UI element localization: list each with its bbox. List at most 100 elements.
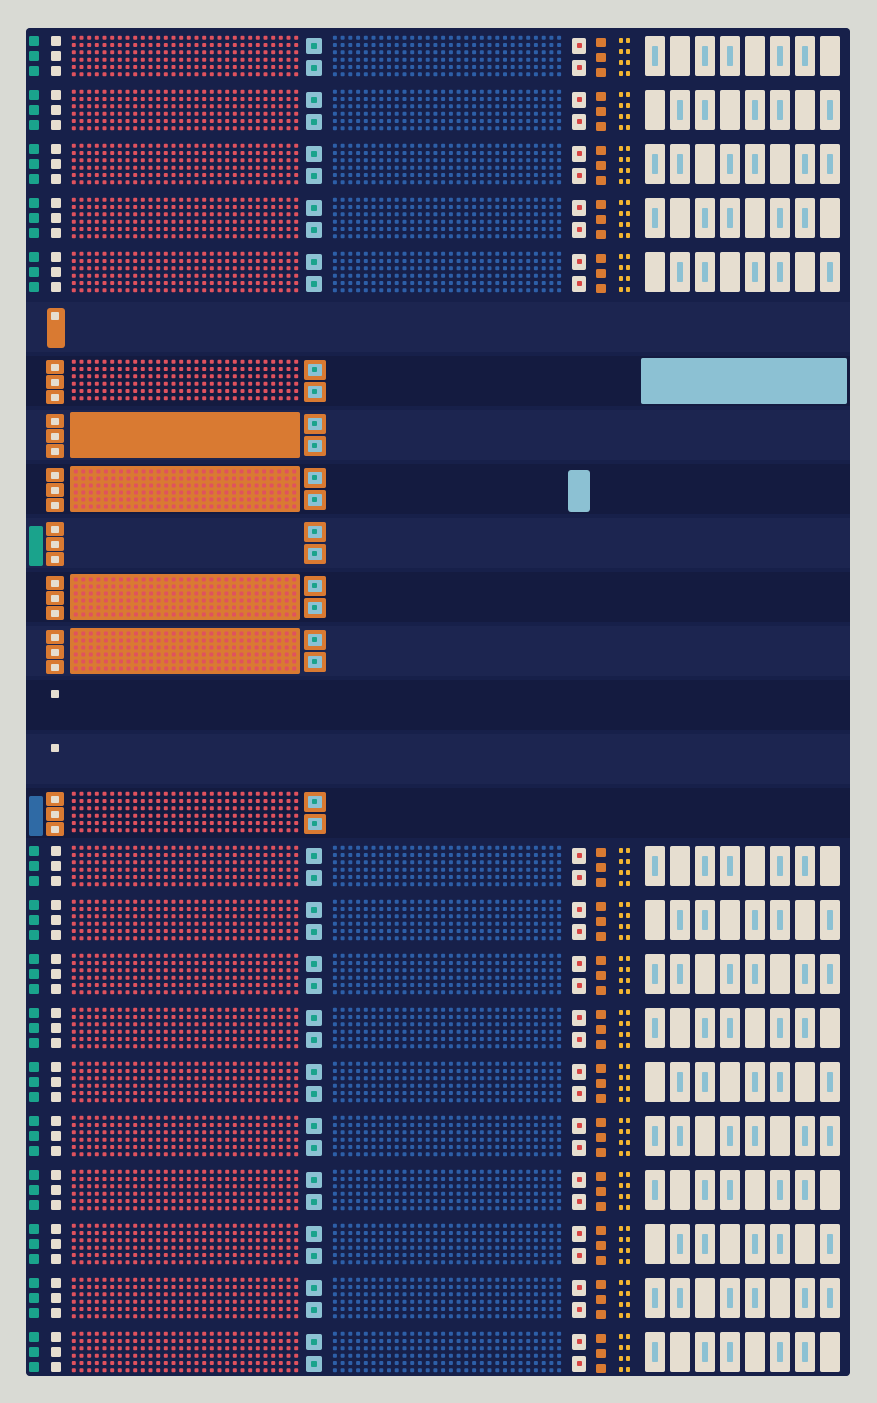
coral-dot-field [71, 899, 299, 941]
weave-dot [518, 273, 523, 278]
weave-dot [224, 659, 229, 664]
weave-dot [209, 799, 214, 803]
weave-dot [202, 205, 207, 209]
weave-dot [510, 227, 515, 231]
weave-dot [541, 990, 546, 995]
weave-dot [541, 259, 546, 263]
weave-dot [292, 591, 297, 596]
weave-dot [179, 612, 184, 617]
weave-dot [503, 234, 507, 239]
weave-dot [557, 1061, 562, 1066]
weave-dot [171, 799, 176, 803]
blue-dot-field [332, 251, 562, 293]
weave-dot [102, 1029, 107, 1034]
weave-dot [479, 953, 484, 958]
weave-dot [225, 43, 230, 47]
weave-dot [549, 89, 554, 94]
weave-dot [71, 227, 76, 231]
weave-dot [387, 281, 391, 285]
weave-dot [71, 921, 76, 926]
weave-dot [110, 968, 115, 973]
weave-dot [292, 666, 297, 671]
weave-dot [163, 158, 168, 163]
weave-dot [140, 1037, 145, 1041]
weave-dot [495, 975, 500, 980]
weave-dot [271, 158, 276, 163]
weave-dot [263, 983, 268, 987]
weave-dot [87, 828, 92, 833]
weave-dot [87, 1061, 92, 1066]
weave-dot [94, 1069, 99, 1073]
coral-dot-field [73, 469, 297, 509]
weave-dot [456, 1022, 461, 1027]
weave-dot [541, 104, 546, 109]
yellow-dot [619, 881, 623, 886]
weave-dot [110, 359, 115, 364]
yellow-dot [626, 38, 630, 43]
weave-dot [111, 584, 116, 589]
teal-tab [29, 526, 43, 566]
weave-dot [356, 1037, 361, 1041]
weave-dot [102, 990, 107, 995]
weave-dot [248, 907, 253, 911]
weave-dot [348, 111, 353, 116]
weave-dot [110, 281, 115, 285]
weave-dot [239, 504, 244, 509]
weave-dot [433, 35, 438, 40]
weave-dot [332, 867, 337, 872]
weave-dot [156, 251, 161, 256]
weave-dot [73, 605, 78, 610]
weave-dot [71, 173, 76, 177]
weave-dot [125, 288, 130, 293]
weave-dot [140, 907, 145, 911]
weave-dot [140, 806, 145, 811]
weave-dot [332, 1022, 337, 1027]
weave-dot [171, 1069, 176, 1073]
weave-dot [240, 35, 245, 40]
weave-dot [79, 173, 84, 177]
weave-dot [263, 97, 268, 101]
weave-dot [156, 577, 161, 582]
weave-dot [248, 281, 253, 285]
weave-dot [495, 953, 500, 958]
weave-dot [433, 1029, 438, 1034]
weave-dot [202, 180, 207, 185]
weave-dot [248, 983, 253, 987]
weave-dot [232, 476, 236, 481]
weave-dot [495, 97, 500, 101]
weave-dot [148, 212, 153, 217]
weave-dot [126, 591, 131, 596]
weave-dot [94, 791, 99, 796]
weave-dot [263, 914, 268, 919]
weave-dot [278, 119, 283, 123]
weave-dot [110, 251, 115, 256]
weave-dot [209, 584, 214, 589]
weave-dot [87, 791, 92, 796]
weave-dot [356, 990, 361, 995]
weave-dot [140, 828, 145, 833]
weave-dot [472, 104, 477, 109]
weave-dot [348, 1044, 353, 1049]
weave-dot [133, 1061, 138, 1066]
weave-dot [194, 882, 199, 887]
weave-dot [225, 197, 230, 202]
weave-dot [557, 234, 562, 239]
weave-dot [448, 288, 453, 293]
weave-dot [286, 1069, 291, 1073]
weave-dot [255, 882, 260, 887]
weave-dot [119, 645, 123, 650]
weave-dot [194, 1091, 199, 1095]
weave-dot [294, 990, 299, 995]
cream-square [51, 954, 61, 964]
weave-dot [557, 914, 562, 919]
weave-dot [348, 1061, 353, 1066]
weave-dot [263, 921, 268, 926]
weave-dot [179, 577, 184, 582]
weave-dot [263, 35, 268, 40]
weave-dot [464, 119, 469, 123]
weave-dot [479, 975, 484, 980]
teal-edge-square [29, 267, 39, 277]
weave-dot [103, 645, 108, 650]
red-dot [577, 281, 582, 286]
weave-dot [225, 799, 230, 803]
